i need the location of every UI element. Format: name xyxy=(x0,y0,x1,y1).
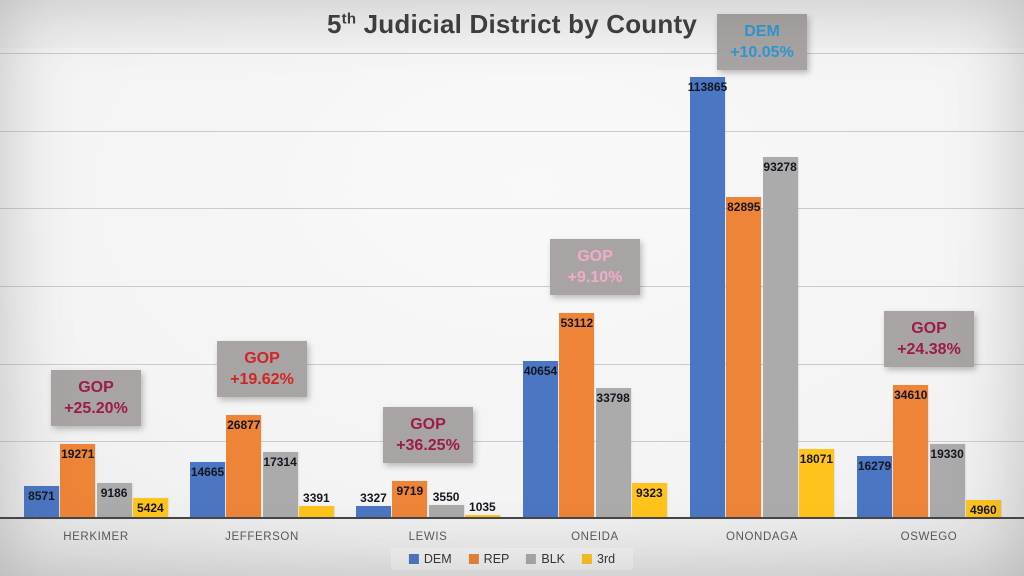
legend-label-blk: BLK xyxy=(541,552,566,566)
bar-dem-oneida[interactable] xyxy=(523,361,558,519)
value-label-blk-onondaga: 93278 xyxy=(763,159,797,174)
chart-title-text: Judicial District by County xyxy=(356,9,697,39)
gridline-80000 xyxy=(0,208,1024,209)
bar-dem-oswego[interactable] xyxy=(857,455,892,519)
chart-legend: DEM REP BLK 3rd xyxy=(390,548,634,570)
value-label-3rd-oswego: 4960 xyxy=(970,502,997,517)
bar-rep-oneida[interactable] xyxy=(559,312,595,519)
category-label-herkimer: HERKIMER xyxy=(63,531,129,543)
legend-label-dem: DEM xyxy=(423,552,452,566)
value-label-blk-oneida: 33798 xyxy=(596,390,630,405)
annotation-margin-label: +19.62% xyxy=(230,370,294,388)
value-label-blk-herkimer: 9186 xyxy=(100,486,128,501)
category-label-lewis: LEWIS xyxy=(408,531,448,543)
gridline-100000 xyxy=(0,131,1024,132)
chart-title: 5th Judicial District by County xyxy=(0,9,1024,40)
bar-3rd-oneida[interactable] xyxy=(631,482,667,519)
annotation-margin-label: +36.25% xyxy=(396,437,460,455)
legend-swatch-dem xyxy=(408,554,419,564)
category-label-oswego: OSWEGO xyxy=(900,531,958,543)
bar-rep-onondaga[interactable] xyxy=(726,197,762,519)
bar-rep-jefferson[interactable] xyxy=(226,414,262,519)
bar-dem-jefferson[interactable] xyxy=(190,462,225,519)
annotation-margin-label: +9.10% xyxy=(567,268,623,286)
annotation-winner-label: GOP xyxy=(244,349,280,367)
value-label-blk-oswego: 19330 xyxy=(930,446,964,461)
legend-item-blk[interactable]: BLK xyxy=(526,552,565,566)
x-axis-line xyxy=(0,517,1024,519)
value-label-dem-herkimer: 8571 xyxy=(28,488,55,503)
legend-swatch-blk xyxy=(526,554,537,564)
value-label-dem-onondaga: 113865 xyxy=(687,79,728,94)
annotation-onondaga[interactable]: DEM +10.05% xyxy=(717,14,807,70)
value-label-dem-oswego: 16279 xyxy=(857,458,892,473)
bar-blk-herkimer[interactable] xyxy=(96,483,132,519)
annotation-winner-label: DEM xyxy=(744,23,780,40)
bar-blk-oneida[interactable] xyxy=(595,387,631,519)
chart-title-superscript: th xyxy=(341,10,357,28)
bar-dem-herkimer[interactable] xyxy=(24,485,59,519)
annotation-winner-label: GOP xyxy=(911,319,947,337)
annotation-oswego[interactable]: GOP +24.38% xyxy=(884,310,974,367)
chart-title-number: 5 xyxy=(326,9,342,39)
value-label-rep-lewis: 9719 xyxy=(396,484,424,499)
annotation-jefferson[interactable]: GOP +19.62% xyxy=(217,340,307,397)
legend-swatch-3rd xyxy=(582,554,593,564)
legend-item-dem[interactable]: DEM xyxy=(408,552,452,566)
value-label-rep-onondaga: 82895 xyxy=(727,200,761,215)
bar-rep-oswego[interactable] xyxy=(893,384,929,519)
value-label-rep-oneida: 53112 xyxy=(560,315,594,330)
bar-blk-onondaga[interactable] xyxy=(762,156,798,519)
bar-dem-onondaga[interactable] xyxy=(690,76,725,519)
gridline-20000 xyxy=(0,441,1024,442)
bar-dem-lewis[interactable] xyxy=(356,506,391,519)
bar-3rd-jefferson[interactable] xyxy=(298,505,334,519)
legend-label-rep: REP xyxy=(483,552,510,566)
legend-item-3rd[interactable]: 3rd xyxy=(582,552,615,566)
category-label-jefferson: JEFFERSON xyxy=(225,531,299,543)
value-label-rep-jefferson: 26877 xyxy=(227,417,261,432)
bar-rep-herkimer[interactable] xyxy=(60,444,96,519)
value-label-3rd-lewis: 1035 xyxy=(469,500,496,514)
plot-area-background xyxy=(0,48,1024,518)
bar-3rd-onondaga[interactable] xyxy=(798,448,834,519)
annotation-oneida[interactable]: GOP +9.10% xyxy=(550,238,640,295)
legend-label-3rd: 3rd xyxy=(597,552,616,566)
gridline-40000 xyxy=(0,364,1024,365)
bar-blk-jefferson[interactable] xyxy=(262,451,298,519)
bar-3rd-oswego[interactable] xyxy=(965,499,1001,519)
value-label-blk-jefferson: 17314 xyxy=(263,454,297,469)
annotation-margin-label: +25.20% xyxy=(64,400,128,418)
bar-blk-oswego[interactable] xyxy=(929,443,965,519)
value-label-3rd-herkimer: 5424 xyxy=(137,500,164,515)
bar-rep-lewis[interactable] xyxy=(392,481,428,519)
value-label-rep-herkimer: 19271 xyxy=(61,447,95,462)
bar-blk-lewis[interactable] xyxy=(428,505,464,519)
value-label-blk-lewis: 3550 xyxy=(432,490,460,505)
bar-3rd-herkimer[interactable] xyxy=(132,497,168,519)
value-label-dem-oneida: 40654 xyxy=(523,364,558,379)
legend-swatch-rep xyxy=(468,554,479,564)
value-label-rep-oswego: 34610 xyxy=(894,387,928,402)
value-label-3rd-jefferson: 3391 xyxy=(303,490,330,505)
gridline-120000 xyxy=(0,53,1024,54)
value-label-dem-lewis: 3327 xyxy=(360,491,387,506)
annotation-herkimer[interactable]: GOP +25.20% xyxy=(51,370,141,427)
annotation-winner-label: GOP xyxy=(410,416,446,434)
value-label-dem-jefferson: 14665 xyxy=(190,465,225,480)
annotation-margin-label: +24.38% xyxy=(897,340,961,358)
value-label-3rd-oneida: 9323 xyxy=(636,485,663,500)
category-label-oneida: ONEIDA xyxy=(571,531,619,543)
gridline-60000 xyxy=(0,286,1024,287)
category-label-onondaga: ONONDAGA xyxy=(726,531,798,543)
legend-item-rep[interactable]: REP xyxy=(468,552,510,566)
value-label-3rd-onondaga: 18071 xyxy=(799,451,834,466)
annotation-lewis[interactable]: GOP +36.25% xyxy=(383,407,473,464)
annotation-margin-label: +10.05% xyxy=(730,44,794,61)
annotation-winner-label: GOP xyxy=(577,247,613,265)
annotation-winner-label: GOP xyxy=(78,379,114,397)
